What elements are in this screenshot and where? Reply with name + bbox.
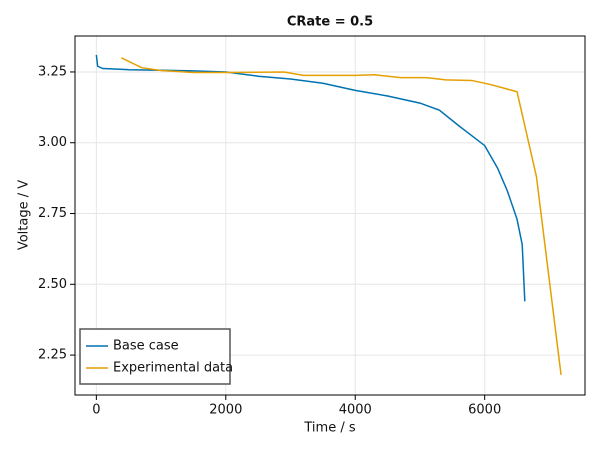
line-series	[121, 57, 562, 375]
y-axis-label: Voltage / V	[17, 180, 32, 250]
line-series	[95, 54, 526, 302]
legend-box	[79, 328, 231, 385]
y-tick-label: 2.50	[38, 277, 67, 292]
y-tick-label: 2.25	[38, 348, 67, 363]
plot-frame	[74, 35, 586, 396]
x-tick-label: 6000	[468, 403, 501, 418]
y-tick-label: 2.75	[38, 206, 67, 221]
x-axis-label: Time / s	[303, 421, 355, 436]
legend-label: Base case	[113, 339, 179, 354]
chart-title: CRate = 0.5	[287, 15, 373, 30]
x-tick-label: 2000	[209, 403, 242, 418]
legend-label: Experimental data	[113, 361, 233, 376]
x-tick-label: 4000	[339, 403, 372, 418]
x-tick-label: 0	[92, 403, 100, 418]
y-tick-label: 3.25	[38, 64, 67, 79]
y-tick-label: 3.00	[38, 135, 67, 150]
